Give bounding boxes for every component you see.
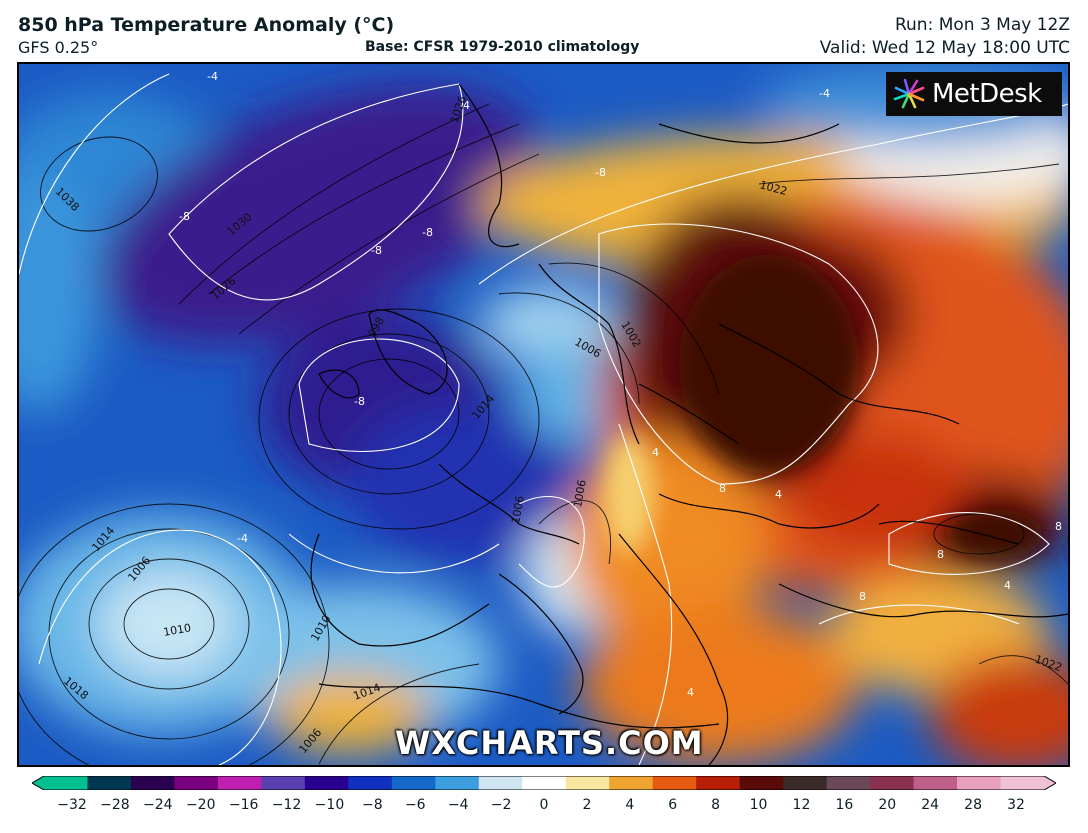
colorbar-tick-label: −12 xyxy=(271,797,302,813)
colorbar-segment xyxy=(609,776,654,790)
colorbar-tick-label: 12 xyxy=(792,797,811,813)
isobar-label: 1006 xyxy=(509,495,527,525)
metdesk-burst-icon xyxy=(893,78,925,109)
colorbar-segment xyxy=(478,776,523,790)
colorbar-tick-label: −2 xyxy=(490,797,512,813)
anomaly-contours xyxy=(19,73,1068,765)
anomaly-label: -4 xyxy=(237,532,248,545)
anomaly-label: 8 xyxy=(1055,520,1062,533)
colorbar-tick-label: 10 xyxy=(749,797,768,813)
chart-title: 850 hPa Temperature Anomaly (°C) xyxy=(18,14,395,36)
colorbar-segment xyxy=(739,776,784,790)
anomaly-label: 8 xyxy=(719,482,726,495)
anomaly-label: -8 xyxy=(179,210,190,223)
anomaly-label: -8 xyxy=(422,226,433,239)
anomaly-label: -8 xyxy=(371,244,382,257)
anomaly-label: -8 xyxy=(354,395,365,408)
colorbar-tick-label: 32 xyxy=(1007,797,1025,813)
colorbar-segment xyxy=(522,776,567,790)
colorbar-segment xyxy=(1000,776,1045,790)
colorbar-segment xyxy=(565,776,610,790)
anomaly-map: -4 -4 -4 -8 -8 -8 -8 -8 -4 4 4 4 8 8 8 4… xyxy=(17,62,1070,767)
anomaly-label: 4 xyxy=(775,488,782,501)
colorbar-tick-label: −24 xyxy=(143,797,173,813)
colorbar-tick-label: 24 xyxy=(921,797,940,813)
run-time-label: Run: Mon 3 May 12Z xyxy=(894,15,1070,35)
colorbar-min-arrow xyxy=(32,776,44,790)
colorbar-segment xyxy=(391,776,436,790)
colorbar-tick-label: 20 xyxy=(878,797,897,813)
colorbar-segment xyxy=(130,776,176,790)
colorbar-segment xyxy=(174,776,219,790)
anomaly-label: -4 xyxy=(207,70,218,83)
colorbar-segment xyxy=(652,776,697,790)
model-label: GFS 0.25° xyxy=(18,38,99,57)
colorbar-tick-label: −32 xyxy=(57,797,87,813)
wxcharts-watermark: WXCHARTS.COM xyxy=(395,724,704,762)
anomaly-label: 8 xyxy=(937,548,944,561)
anomaly-label: 8 xyxy=(859,590,866,603)
climatology-base-label: Base: CFSR 1979-2010 climatology xyxy=(365,39,640,55)
colorbar-tick-label: −10 xyxy=(314,797,345,813)
colorbar-segment xyxy=(826,776,871,790)
anomaly-label: 4 xyxy=(652,446,659,459)
colorbar-segment xyxy=(913,776,958,790)
colorbar-segment xyxy=(348,776,393,790)
colorbar-tick-label: 2 xyxy=(582,797,592,813)
colorbar-tick-label: −16 xyxy=(228,797,259,813)
coastlines xyxy=(310,83,1068,765)
colorbar-tick-label: −8 xyxy=(362,797,383,813)
colorbar-segment xyxy=(304,776,349,790)
colorbar-segment xyxy=(217,776,262,790)
colorbar-segment xyxy=(783,776,828,790)
colorbar-tick-label: 16 xyxy=(835,797,854,813)
anomaly-label: -4 xyxy=(819,87,830,100)
anomaly-label: 4 xyxy=(1004,579,1011,592)
colorbar-tick-label: 8 xyxy=(711,797,721,813)
colorbar-segment xyxy=(87,776,132,790)
isobar-label: 1010 xyxy=(162,621,192,639)
colorbar-tick-label: 0 xyxy=(539,797,549,813)
colorbar-tick-label: −6 xyxy=(404,797,426,813)
isobar-label: 1006 xyxy=(571,479,589,509)
valid-time-label: Valid: Wed 12 May 18:00 UTC xyxy=(819,38,1070,58)
colorbar-tick-label: −4 xyxy=(447,797,469,813)
colorbar-tick-label: 4 xyxy=(625,797,635,813)
anomaly-label: -4 xyxy=(459,99,470,112)
colorbar-tick-label: 6 xyxy=(668,797,678,813)
anomaly-label: -8 xyxy=(595,166,606,179)
colorbar-segment xyxy=(435,776,480,790)
anomaly-label: 4 xyxy=(687,686,694,699)
colorbar-tick-label: 28 xyxy=(964,797,982,813)
colorbar-segment xyxy=(870,776,915,790)
colorbar xyxy=(32,776,1056,790)
metdesk-logo: MetDesk xyxy=(886,72,1062,116)
metdesk-logo-text: MetDesk xyxy=(932,79,1042,109)
colorbar-segment xyxy=(261,776,306,790)
colorbar-segment xyxy=(957,776,1002,790)
colorbar-tick-label: −28 xyxy=(100,797,130,813)
colorbar-segment xyxy=(696,776,741,790)
colorbar-tick-label: −20 xyxy=(185,797,216,813)
colorbar-segment xyxy=(44,776,89,790)
colorbar-max-arrow xyxy=(1044,776,1056,790)
